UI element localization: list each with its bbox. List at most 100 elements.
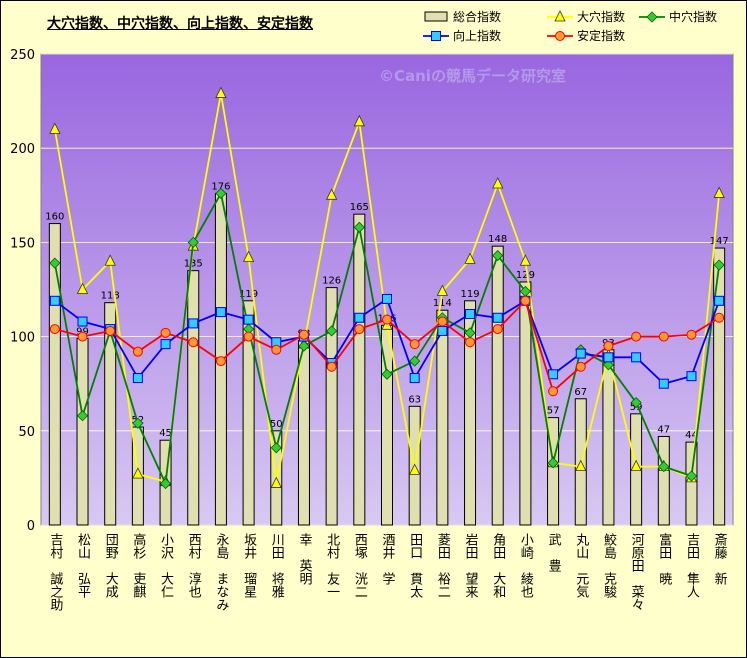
point-向上指数 [631, 352, 642, 363]
x-tick-label: 西塚 洸二 [352, 533, 368, 598]
x-tick-label: 吉田 隼人 [684, 533, 700, 598]
bar-data-label: 129 [516, 270, 535, 281]
bar-総合指数 [657, 435, 670, 526]
bar-総合指数 [464, 300, 477, 526]
point-中穴指数 [492, 250, 504, 262]
bar-data-label: 165 [350, 202, 369, 213]
bar-data-label: 63 [408, 394, 421, 405]
y-tick-label: 100 [10, 331, 35, 346]
bar-総合指数 [547, 417, 560, 526]
bar-総合指数 [242, 300, 255, 526]
x-tick-label: 富田 暁 [656, 532, 671, 586]
x-tick-label: 団野 大成 [103, 533, 119, 599]
point-向上指数 [243, 314, 254, 325]
point-安定指数 [686, 329, 697, 340]
point-向上指数 [49, 295, 60, 306]
point-安定指数 [437, 316, 448, 327]
point-中穴指数 [215, 187, 227, 199]
x-tick-label: 西村 淳也 [186, 533, 202, 598]
point-安定指数 [714, 312, 725, 323]
point-大穴指数 [49, 122, 61, 134]
legend-marker [431, 31, 441, 41]
point-向上指数 [215, 307, 226, 318]
x-tick-label: 坂井 瑠星 [241, 533, 257, 598]
bar-総合指数 [685, 441, 698, 526]
point-中穴指数 [159, 477, 172, 490]
point-大穴指数 [132, 467, 144, 479]
bar-data-label: 119 [460, 289, 479, 300]
point-中穴指数 [187, 236, 199, 248]
x-tick-label: 酒井 学 [380, 533, 396, 585]
x-tick-label: 丸山 元気 [573, 533, 589, 599]
point-向上指数 [188, 318, 199, 329]
x-tick-label: 武 豊 [546, 533, 562, 572]
point-向上指数 [132, 373, 143, 384]
point-安定指数 [631, 331, 642, 342]
point-中穴指数 [658, 461, 670, 473]
legend-swatch [424, 11, 448, 22]
x-tick-label: 吉村 誠之助 [47, 533, 63, 612]
point-向上指数 [437, 325, 448, 336]
bar-総合指数 [519, 281, 532, 526]
x-tick-label: 鮫島 克駿 [601, 533, 617, 598]
x-tick-label: 田口 貫太 [407, 533, 423, 598]
point-中穴指数 [270, 442, 282, 454]
y-tick-label: 0 [27, 519, 35, 534]
point-中穴指数 [630, 396, 642, 409]
point-安定指数 [382, 314, 392, 325]
point-向上指数 [465, 308, 476, 319]
bar-総合指数 [436, 309, 449, 526]
x-tick-label: 幸 英明 [296, 533, 312, 586]
point-大穴指数 [409, 463, 421, 475]
point-向上指数 [382, 293, 392, 304]
point-安定指数 [271, 344, 282, 355]
point-中穴指数 [353, 221, 365, 233]
bar-data-label: 148 [488, 234, 507, 245]
bar-総合指数 [104, 302, 117, 526]
point-大穴指数 [436, 284, 449, 296]
point-安定指数 [465, 337, 476, 348]
bar-総合指数 [602, 349, 615, 526]
x-tick-label: 菱田 裕二 [435, 533, 451, 598]
point-中穴指数 [547, 457, 559, 469]
bar-data-label: 176 [211, 181, 230, 192]
point-大穴指数 [242, 250, 255, 262]
point-大穴指数 [713, 186, 725, 198]
legend-marker [554, 10, 566, 22]
bar-data-label: 44 [685, 430, 698, 441]
point-安定指数 [188, 337, 199, 348]
point-向上指数 [160, 339, 171, 350]
point-安定指数 [77, 331, 88, 342]
point-大穴指数 [270, 476, 282, 488]
point-安定指数 [132, 346, 143, 357]
point-安定指数 [520, 295, 531, 306]
point-安定指数 [160, 327, 171, 338]
point-中穴指数 [602, 359, 615, 371]
bar-総合指数 [325, 287, 338, 526]
point-大穴指数 [575, 459, 587, 471]
bar-総合指数 [48, 223, 61, 526]
bar-総合指数 [76, 337, 89, 526]
point-大穴指数 [492, 177, 504, 189]
bar-data-label: 160 [45, 212, 64, 223]
bar-data-label: 57 [547, 406, 560, 417]
legend-marker [646, 11, 658, 23]
point-中穴指数 [409, 355, 421, 367]
point-向上指数 [409, 373, 420, 384]
x-tick-label: 小沢 大仁 [158, 533, 174, 598]
y-tick-label: 50 [18, 425, 35, 440]
point-大穴指数 [353, 114, 365, 127]
point-向上指数 [575, 348, 586, 359]
point-安定指数 [243, 331, 254, 342]
point-向上指数 [686, 371, 697, 382]
bar-総合指数 [187, 270, 200, 526]
legend-label: 安定指数 [577, 28, 625, 43]
point-大穴指数 [215, 86, 227, 98]
point-安定指数 [326, 361, 337, 372]
bar-data-label: 47 [657, 424, 670, 435]
point-中穴指数 [132, 417, 144, 429]
point-安定指数 [603, 341, 614, 352]
point-向上指数 [714, 295, 725, 306]
legend-marker [555, 31, 565, 41]
